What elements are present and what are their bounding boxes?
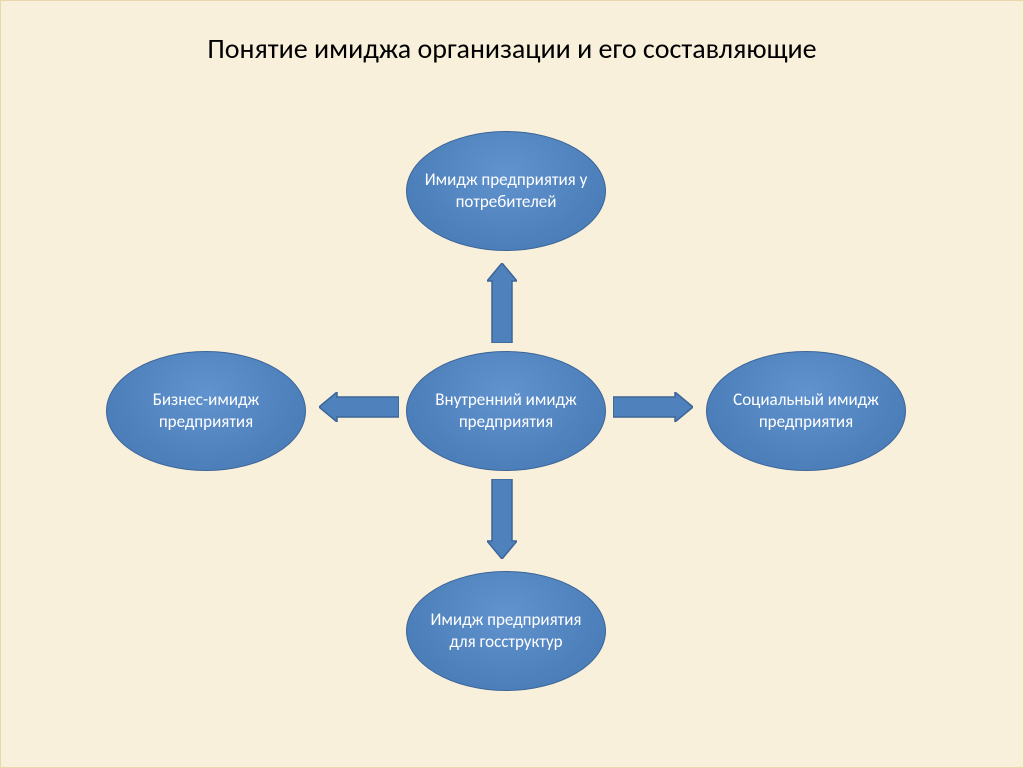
node-left: Бизнес-имидж предприятия [106,351,306,471]
arrow-left [319,392,399,422]
node-center-label: Внутренний имидж предприятия [417,389,595,433]
node-right-label: Социальный имидж предприятия [717,389,895,433]
arrow-up [487,263,517,343]
page-title: Понятие имиджа организации и его составл… [1,31,1023,66]
node-top-label: Имидж предприятия у потребителей [417,169,595,213]
node-center: Внутренний имидж предприятия [406,351,606,471]
node-bottom: Имидж предприятия для госструктур [406,571,606,691]
node-bottom-label: Имидж предприятия для госструктур [417,609,595,653]
node-right: Социальный имидж предприятия [706,351,906,471]
node-top: Имидж предприятия у потребителей [406,131,606,251]
arrow-right [613,392,693,422]
node-left-label: Бизнес-имидж предприятия [117,389,295,433]
slide: Понятие имиджа организации и его составл… [0,0,1024,768]
arrow-down [487,479,517,559]
